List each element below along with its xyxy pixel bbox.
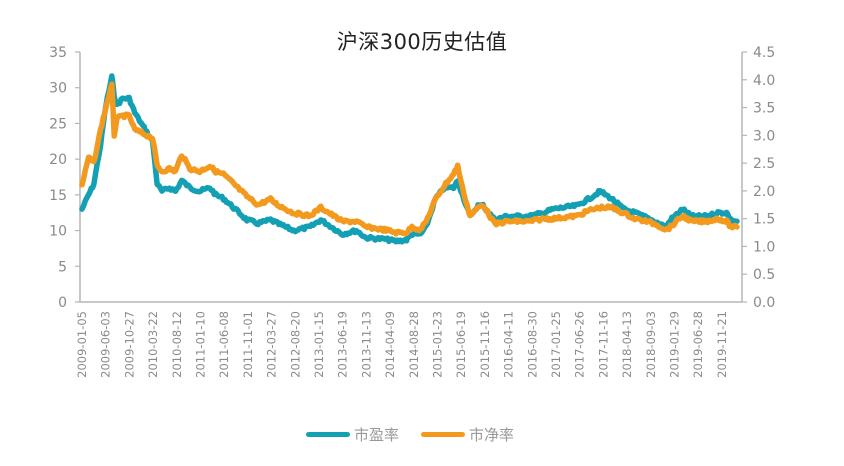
right-axis-tick-label: 1.0 xyxy=(753,239,775,255)
pb-ratio-line xyxy=(79,81,740,237)
x-axis-tick-label: 2018-04-13 xyxy=(620,311,634,378)
chart-title: 沪深300历史估值 xyxy=(336,30,508,54)
legend-swatch-pb xyxy=(421,432,466,437)
x-axis-tick-label: 2009-06-03 xyxy=(99,311,113,378)
x-axis-tick-label: 2013-01-15 xyxy=(312,311,326,378)
x-axis-tick-label: 2015-06-19 xyxy=(454,311,468,378)
x-axis-tick-label: 2010-08-12 xyxy=(170,311,184,378)
legend: 市盈率 市净率 xyxy=(306,424,536,445)
x-axis-tick-label: 2018-09-03 xyxy=(644,311,658,378)
right-axis-tick-label: 2.0 xyxy=(753,184,775,200)
legend-swatch-pe xyxy=(306,432,350,437)
x-axis-tick-label: 2009-10-27 xyxy=(122,311,136,378)
x-axis-tick-label: 2012-03-27 xyxy=(265,311,279,378)
x-axis-tick-label: 2011-11-01 xyxy=(241,311,255,378)
left-axis-tick-label: 0 xyxy=(58,295,67,311)
x-axis-tick-label: 2011-06-08 xyxy=(217,311,231,378)
left-axis-tick-label: 10 xyxy=(49,224,67,240)
pe-ratio-line xyxy=(79,73,740,245)
x-axis-tick-label: 2010-03-22 xyxy=(146,311,160,378)
x-axis-tick-label: 2013-06-19 xyxy=(336,311,350,378)
legend-item-pe: 市盈率 xyxy=(306,424,399,445)
legend-label-pe: 市盈率 xyxy=(354,426,400,444)
x-axis-tick-label: 2017-06-26 xyxy=(573,311,587,378)
series-group xyxy=(79,73,740,245)
left-axis-tick-label: 35 xyxy=(49,45,67,61)
x-axis-tick-label: 2014-08-28 xyxy=(407,311,421,378)
right-axis-tick-label: 4.0 xyxy=(753,73,775,89)
x-axis-tick-label: 2019-01-29 xyxy=(668,311,682,378)
left-axis-tick-label: 30 xyxy=(49,81,67,97)
x-axis-tick-label: 2016-04-11 xyxy=(502,311,516,378)
right-axis-tick-label: 0.0 xyxy=(753,295,775,311)
x-axis-tick-label: 2017-11-16 xyxy=(596,311,610,378)
left-axis-tick-label: 25 xyxy=(49,116,67,132)
right-axis-tick-label: 1.5 xyxy=(753,212,775,228)
left-axis-tick-label: 20 xyxy=(49,152,67,168)
left-axis-tick-label: 15 xyxy=(49,188,67,204)
legend-item-pb: 市净率 xyxy=(421,424,514,445)
left-axis-tick-label: 5 xyxy=(58,259,67,275)
legend-label-pb: 市净率 xyxy=(469,426,515,444)
right-axis-tick-label: 3.0 xyxy=(753,128,775,144)
right-axis-tick-label: 2.5 xyxy=(753,156,775,172)
x-axis-ticks: 2009-01-05 2009-06-03 2009-10-27 2010-03-22… xyxy=(75,311,729,378)
right-axis-tick-label: 3.5 xyxy=(753,101,775,117)
axes: 0 5 10 15 20 25 30 35 0.0 0.5 1.0 1.5 2.0 2.5 3.0 3.5 4.… xyxy=(49,45,775,311)
x-axis-tick-label: 2009-01-05 xyxy=(75,311,89,378)
x-axis-tick-label: 2011-01-10 xyxy=(194,311,208,378)
right-axis-tick-label: 0.5 xyxy=(753,267,775,283)
x-axis-tick-label: 2016-08-30 xyxy=(525,311,539,378)
x-axis-tick-label: 2013-11-13 xyxy=(359,311,373,378)
x-axis-tick-label: 2014-04-09 xyxy=(383,311,397,378)
x-axis-tick-label: 2012-08-20 xyxy=(288,311,302,378)
x-axis-tick-label: 2017-01-25 xyxy=(549,311,563,378)
x-axis-tick-label: 2015-01-23 xyxy=(431,311,445,378)
x-axis-tick-label: 2019-11-21 xyxy=(715,311,729,378)
x-axis-tick-label: 2019-06-28 xyxy=(691,311,705,378)
right-axis-tick-label: 4.5 xyxy=(753,45,775,61)
x-axis-tick-label: 2015-11-16 xyxy=(478,311,492,378)
